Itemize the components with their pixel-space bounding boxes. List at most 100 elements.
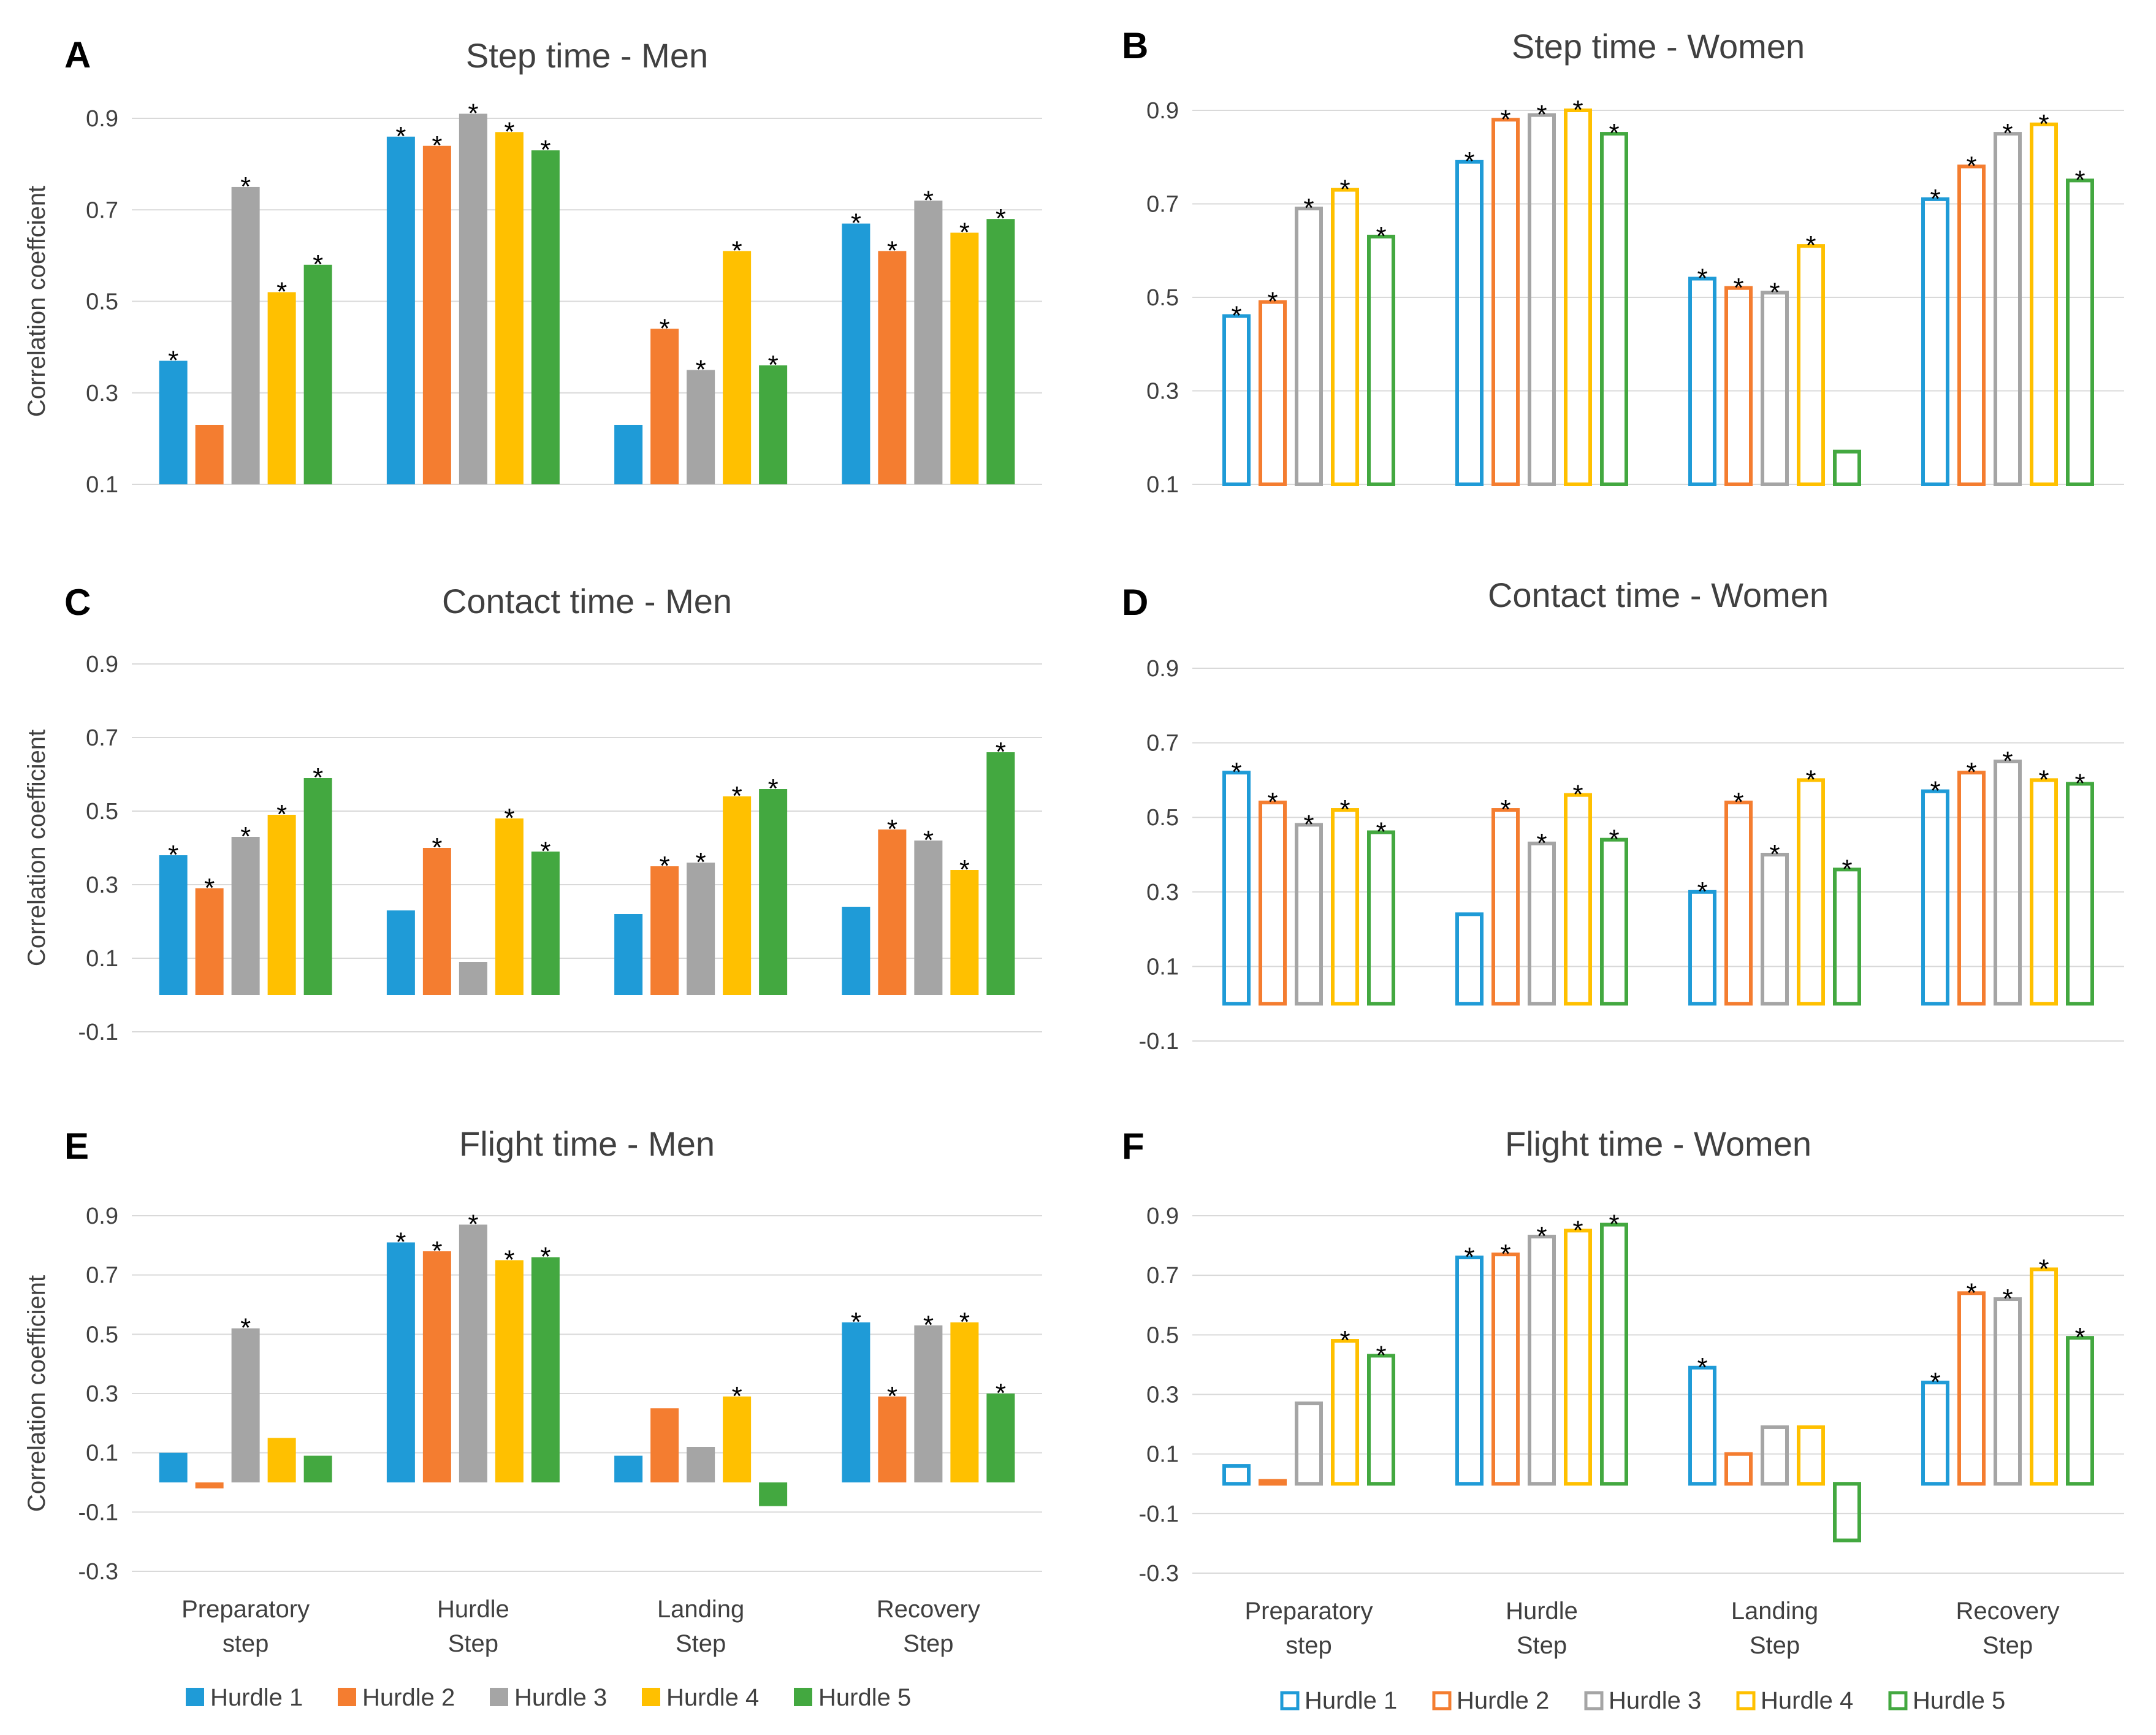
bar <box>1331 1339 1359 1486</box>
bar <box>1921 197 1949 486</box>
bar <box>195 888 224 995</box>
significance-mark: * <box>1231 301 1241 331</box>
bar <box>687 1447 715 1482</box>
significance-mark: * <box>240 172 251 202</box>
bar <box>986 1394 1015 1482</box>
legend-swatch <box>1584 1691 1604 1710</box>
significance-mark: * <box>504 116 514 147</box>
significance-mark: * <box>1267 787 1278 817</box>
significance-mark: * <box>1536 1221 1547 1251</box>
significance-mark: * <box>923 185 934 215</box>
significance-mark: * <box>2038 1254 2049 1284</box>
bar <box>2030 122 2058 486</box>
significance-mark: * <box>1609 118 1619 148</box>
bar <box>1600 132 1628 486</box>
category-label-line: Recovery <box>1956 1598 2060 1625</box>
bar <box>1564 793 1592 1006</box>
significance-mark: * <box>732 1381 742 1411</box>
legend-left: Hurdle 1 Hurdle 2 Hurdle 3 Hurdle 4 Hurdle 5 <box>186 1684 911 1711</box>
panel-letter: F <box>1122 1126 1145 1167</box>
significance-mark: * <box>1609 1210 1619 1240</box>
chart-panel-f: F Flight time - Women -0.3 -0.1 0.1 0.3 0.5 0.7… <box>1122 1124 2124 1714</box>
bar <box>531 150 560 485</box>
significance-mark: * <box>395 121 406 151</box>
legend-swatch <box>186 1688 204 1706</box>
significance-mark: * <box>768 350 779 380</box>
bar <box>231 837 260 995</box>
legend-swatch <box>794 1688 812 1706</box>
significance-mark: * <box>2074 1322 2085 1352</box>
significance-mark: * <box>696 354 706 384</box>
significance-mark: * <box>1303 809 1314 839</box>
legend-label: Hurdle 4 <box>666 1684 759 1711</box>
bar <box>650 866 679 995</box>
bar <box>1724 800 1753 1006</box>
chart-title: Step time - Women <box>1512 27 1805 66</box>
significance-mark: * <box>1930 184 1940 214</box>
panel-letter: B <box>1122 25 1148 66</box>
bar <box>1367 1354 1395 1486</box>
panel-letter: C <box>64 582 91 623</box>
significance-mark: * <box>1805 231 1816 261</box>
bar <box>195 424 224 484</box>
y-tick-label: 0.7 <box>1146 731 1179 757</box>
y-tick-label: 0.5 <box>86 1322 118 1348</box>
bar <box>1222 1464 1251 1486</box>
bar <box>723 1396 752 1482</box>
category-label-line: Landing <box>1731 1598 1818 1625</box>
significance-mark: * <box>313 250 323 280</box>
y-tick-label: 0.5 <box>1146 285 1179 311</box>
significance-mark: * <box>313 763 323 793</box>
category-label-line: Step <box>1750 1632 1800 1659</box>
significance-mark: * <box>1536 100 1547 130</box>
significance-mark: * <box>240 822 251 852</box>
significance-mark: * <box>1930 776 1940 806</box>
significance-mark: * <box>1966 1278 1976 1308</box>
significance-mark: * <box>1303 193 1314 223</box>
significance-mark: * <box>1697 877 1707 907</box>
bar <box>759 365 788 484</box>
bar <box>1259 800 1287 1006</box>
y-axis-label: Correlation coefficient <box>23 1275 50 1512</box>
chart-panel-e: E Flight time - Men -0.3 -0.1 0.1 0.3 0.5 0.7 0.… <box>23 1124 1042 1711</box>
legend-swatch <box>1280 1691 1300 1710</box>
bar <box>842 907 870 995</box>
bar <box>878 251 907 484</box>
bar <box>495 1260 524 1482</box>
bar <box>1797 1425 1825 1486</box>
category-label: Landing Step <box>1731 1598 1818 1659</box>
bar <box>1833 868 1861 1006</box>
bar <box>495 818 524 995</box>
significance-mark: * <box>432 1236 442 1266</box>
category-label-line: Preparatory <box>181 1596 310 1623</box>
bar <box>759 789 788 995</box>
chart-title: Step time - Men <box>466 36 708 75</box>
significance-mark: * <box>959 218 970 248</box>
panel-letter: D <box>1122 582 1148 623</box>
significance-mark: * <box>732 781 742 811</box>
significance-mark: * <box>2074 768 2085 798</box>
bar <box>1295 1401 1323 1486</box>
y-tick-label: -0.1 <box>1139 1029 1179 1054</box>
bar <box>1994 132 2022 486</box>
significance-mark: * <box>1966 151 1976 181</box>
bar <box>1761 1425 1789 1486</box>
y-tick-label: 0.3 <box>1146 379 1179 405</box>
significance-mark: * <box>2074 165 2085 195</box>
category-label-line: step <box>223 1630 269 1657</box>
category-label: Preparatory step <box>181 1596 310 1657</box>
category-label-line: Hurdle <box>1506 1598 1578 1625</box>
significance-mark: * <box>1572 1215 1583 1245</box>
significance-mark: * <box>468 1210 478 1240</box>
legend-swatch <box>338 1688 356 1706</box>
bar <box>1491 1253 1520 1486</box>
y-tick-label: 0.9 <box>86 106 118 132</box>
legend-label: Hurdle 1 <box>210 1684 303 1711</box>
bar <box>950 870 979 995</box>
bar <box>1331 808 1359 1006</box>
y-tick-label: 0.9 <box>86 1203 118 1229</box>
bar <box>1688 276 1716 486</box>
significance-mark: * <box>1966 757 1976 787</box>
y-tick-label: 0.5 <box>1146 805 1179 831</box>
significance-mark: * <box>660 313 670 343</box>
